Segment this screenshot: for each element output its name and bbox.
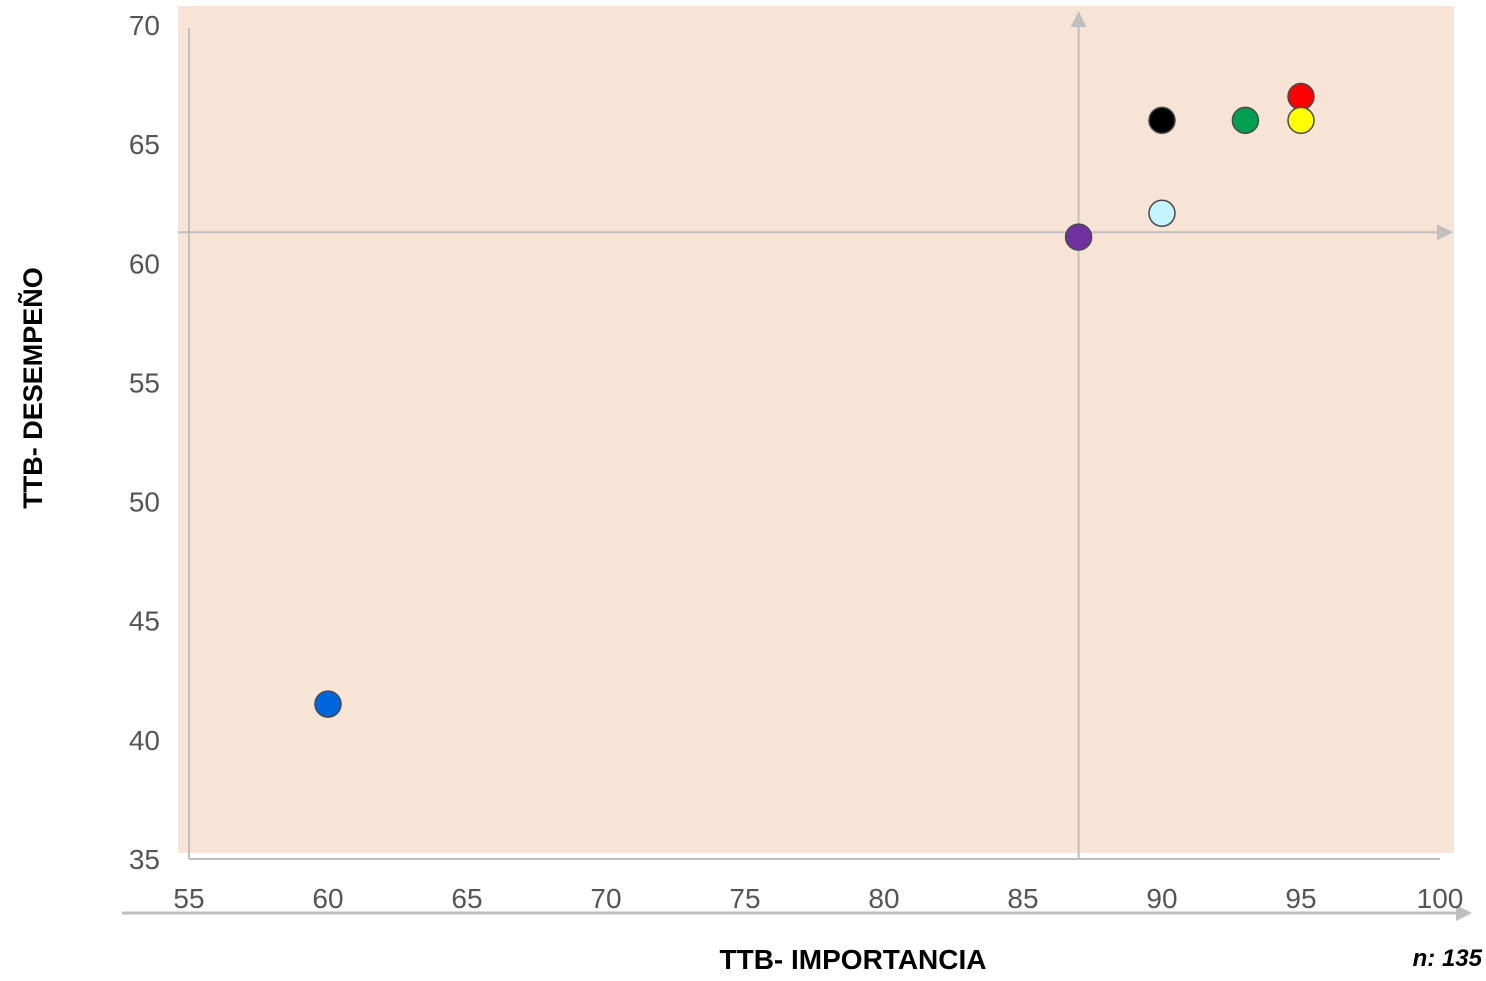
y-tick-label: 50 [129,487,160,518]
axes [122,11,1472,921]
x-tick-label: 80 [868,883,899,914]
y-tick-label: 35 [129,844,160,875]
y-tick-label: 60 [129,248,160,279]
y-tick-label: 40 [129,725,160,756]
y-tick-label: 65 [129,129,160,160]
crosshair-vertical-arrowhead [1070,11,1087,27]
data-point [1064,223,1093,251]
x-tick-label: 55 [173,883,204,914]
sample-size-note: n: 135 [1413,945,1483,972]
x-tick-label: 100 [1417,883,1464,914]
data-point [1148,199,1176,227]
y-tick-label: 55 [129,367,160,398]
data-point [1287,106,1315,135]
x-tick-label: 60 [312,883,343,914]
data-point [314,690,342,718]
x-tick-label: 95 [1285,883,1316,914]
plot-area [178,6,1454,853]
x-tick-labels: 55 60 65 70 75 80 85 90 95 100 [173,883,1463,914]
data-point [1287,82,1315,111]
y-tick-label: 45 [129,606,160,637]
data-points [314,82,1315,718]
data-point [1148,106,1176,135]
x-tick-label: 65 [451,883,482,914]
x-axis-label: TTB- IMPORTANCIA [720,944,987,975]
crosshair-horizontal-arrowhead [1437,224,1453,241]
x-tick-label: 70 [590,883,621,914]
x-tick-label: 85 [1007,883,1038,914]
data-point [1231,106,1260,135]
y-tick-labels: 70 65 60 55 50 45 40 35 [129,10,160,875]
x-axis-arrowhead [1456,905,1472,921]
x-tick-label: 90 [1146,883,1177,914]
y-axis-label: TTB- DESEMPEÑO [17,267,48,509]
x-tick-label: 75 [729,883,760,914]
y-tick-label: 70 [129,10,160,41]
